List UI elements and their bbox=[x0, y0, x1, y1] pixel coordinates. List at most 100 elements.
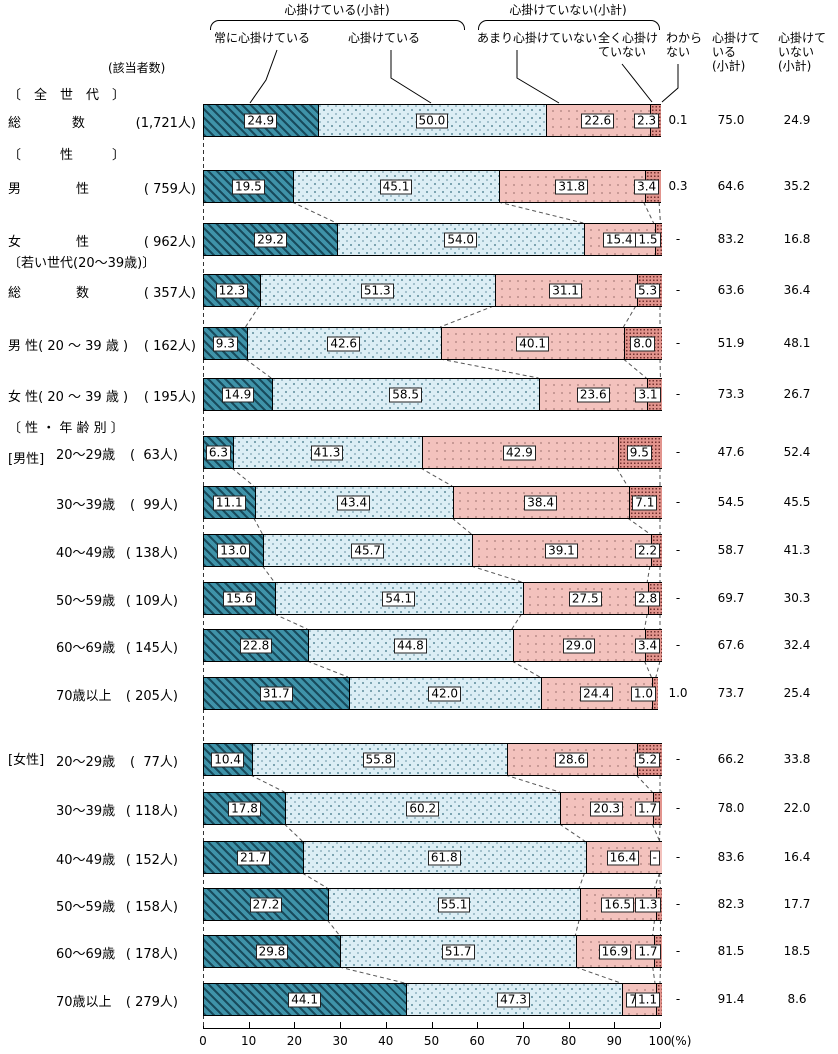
subtotal-no-value: 48.1 bbox=[783, 336, 811, 350]
segment-value-label: 10.4 bbox=[211, 752, 244, 767]
segment-value-label: 5.2 bbox=[635, 752, 661, 767]
segment-value-label: 22.8 bbox=[239, 638, 273, 653]
segment-value-label: 42.0 bbox=[428, 686, 462, 701]
row-label: 30〜39歳 ( 118人) bbox=[56, 800, 178, 819]
row-label: 20〜29歳 ( 63人) bbox=[56, 444, 178, 463]
connector-line bbox=[262, 565, 275, 583]
segment-value-label: 60.2 bbox=[406, 801, 440, 816]
dont-know-value: - bbox=[675, 495, 681, 509]
x-axis-tick bbox=[614, 1022, 616, 1028]
subtotal-no-value: 25.4 bbox=[783, 686, 811, 700]
connector-line bbox=[623, 305, 637, 328]
row-label-part: 総 bbox=[8, 116, 22, 131]
row-count: ( 109人) bbox=[125, 594, 178, 609]
bar-segment-2 bbox=[285, 793, 562, 824]
connector-line bbox=[644, 660, 652, 678]
row-label: 総 数 ( 357人) bbox=[8, 282, 196, 301]
x-axis-tick bbox=[522, 1022, 524, 1028]
segment-value-label: 1.0 bbox=[630, 686, 656, 701]
segment-value-label: 1.1 bbox=[635, 992, 661, 1007]
dont-know-value: - bbox=[675, 232, 681, 246]
dont-know-value: - bbox=[675, 752, 681, 766]
bar-row: 15.6 54.1 27.5 2.8 bbox=[203, 582, 662, 615]
row-count: ( 357人) bbox=[143, 286, 196, 301]
x-axis-tick bbox=[294, 1022, 296, 1028]
section-label-sex-age: 〔 性 ・ 年 齢 別 〕 bbox=[8, 421, 124, 436]
dont-know-value: - bbox=[675, 445, 681, 459]
row-label-part: 総 bbox=[8, 286, 22, 301]
connector-line bbox=[420, 467, 453, 487]
connector-line bbox=[253, 517, 263, 535]
connector-line bbox=[291, 201, 337, 224]
connector-line bbox=[654, 872, 661, 889]
subtotal-yes-value: 58.7 bbox=[717, 543, 745, 557]
legend-always: 常に心掛けている bbox=[214, 31, 311, 45]
bar-row: 21.7 61.8 16.4- bbox=[203, 841, 662, 874]
x-axis-tick-label: 90 bbox=[606, 1034, 622, 1048]
x-axis-tick bbox=[248, 1022, 250, 1028]
legend-yes: 心掛けている bbox=[348, 31, 421, 45]
subtotal-no-value: 35.2 bbox=[783, 179, 811, 193]
subtotal-yes-value: 54.5 bbox=[717, 495, 745, 509]
segment-value-label: 16.9 bbox=[598, 944, 632, 959]
row-label: 20〜29歳 ( 77人) bbox=[56, 751, 178, 770]
row-count: ( 205人) bbox=[125, 689, 178, 704]
dont-know-value: - bbox=[675, 897, 681, 911]
connector-line bbox=[505, 774, 560, 793]
row-label: 40〜49歳 ( 138人) bbox=[56, 542, 178, 561]
connector-line bbox=[511, 660, 541, 678]
row-label-part: 30〜39歳 bbox=[56, 498, 116, 513]
row-label: 30〜39歳 ( 99人) bbox=[56, 494, 178, 513]
bar-segment-2 bbox=[232, 437, 423, 468]
dont-know-value: - bbox=[675, 801, 681, 815]
segment-value-label: 5.3 bbox=[635, 283, 661, 298]
x-axis-unit-label: (%) bbox=[670, 1034, 692, 1048]
row-label: 50〜59歳 ( 109人) bbox=[56, 590, 178, 609]
bar-segment-2 bbox=[303, 842, 587, 873]
subtotal-no-value: 41.3 bbox=[783, 543, 811, 557]
segment-value-label: 3.4 bbox=[634, 179, 660, 194]
segment-value-label: 27.2 bbox=[249, 897, 283, 912]
connector-line bbox=[643, 613, 648, 630]
segment-value-label: 31.1 bbox=[549, 283, 582, 298]
segment-value-label: 29.2 bbox=[254, 232, 287, 247]
bar-row: 13.0 45.7 39.1 2.2 bbox=[203, 534, 662, 567]
dont-know-value: 1.0 bbox=[668, 686, 688, 700]
bar-row: 9.3 42.6 40.1 8.0 bbox=[203, 327, 662, 360]
connector-line bbox=[575, 966, 621, 984]
row-label-part: 30〜39歳 bbox=[56, 804, 116, 819]
connector-line bbox=[659, 872, 661, 889]
row-count: ( 195人) bbox=[143, 390, 196, 405]
connector-line bbox=[646, 565, 651, 583]
segment-value-label: 2.2 bbox=[635, 543, 661, 558]
subtotal-yes-value: 91.4 bbox=[717, 992, 745, 1006]
segment-value-label: 31.8 bbox=[555, 179, 589, 194]
segment-value-label: 24.9 bbox=[244, 113, 278, 128]
subtotal-no-value: 24.9 bbox=[783, 113, 811, 127]
x-axis-tick-label: 60 bbox=[469, 1034, 485, 1048]
subtotal-yes-value: 69.7 bbox=[717, 591, 745, 605]
bar-segment-2 bbox=[405, 984, 623, 1015]
subtotal-no-value: 33.8 bbox=[783, 752, 811, 766]
bar-row: 10.4 55.8 28.6 5.2 bbox=[203, 743, 662, 776]
segment-value-label: 55.1 bbox=[437, 897, 471, 912]
connector-line bbox=[658, 201, 661, 224]
subtotal-yes-value: 73.7 bbox=[717, 686, 745, 700]
x-axis-tick-label: 70 bbox=[515, 1034, 531, 1048]
x-axis-tick bbox=[385, 1022, 387, 1028]
segment-value-label: 51.7 bbox=[441, 944, 475, 959]
bar-segment-2 bbox=[254, 487, 455, 518]
segment-value-label: 31.7 bbox=[259, 686, 293, 701]
x-axis-tick-label: 10 bbox=[241, 1034, 257, 1048]
connector-line bbox=[652, 919, 656, 936]
dont-know-value: 0.1 bbox=[668, 113, 688, 127]
segment-value-label: 58.5 bbox=[389, 387, 422, 402]
connector-line bbox=[339, 966, 405, 984]
row-count: ( 77人) bbox=[130, 755, 178, 770]
bar-row: 27.2 55.1 16.5 1.3 bbox=[203, 888, 663, 921]
row-label-part: 60〜69歳 bbox=[56, 947, 116, 962]
row-count: ( 138人) bbox=[125, 546, 178, 561]
connector-line bbox=[471, 565, 522, 583]
row-label-part: 50〜59歳 bbox=[56, 594, 116, 609]
